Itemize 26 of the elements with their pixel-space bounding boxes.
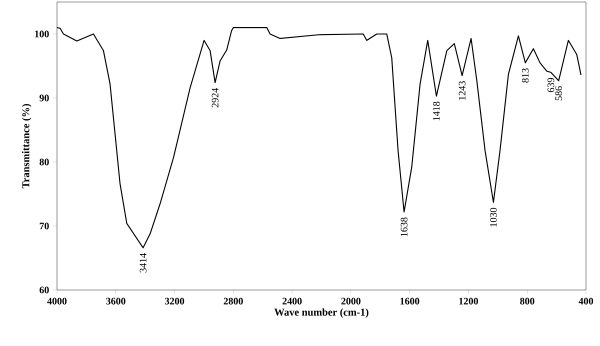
- x-tick-label: 3600: [106, 298, 126, 304]
- y-tick-label: 90: [40, 94, 49, 102]
- annotation: 586: [555, 86, 562, 100]
- x-tick-label: 2000: [341, 298, 360, 304]
- annotation: 1243: [458, 81, 466, 100]
- annotation: 813: [522, 68, 529, 83]
- x-tick-label: 2400: [282, 298, 302, 304]
- y-tick-label: 80: [40, 158, 49, 166]
- x-tick-label: 3200: [164, 298, 184, 304]
- x-tick-label: 1600: [400, 298, 420, 304]
- annotation: 3414: [140, 253, 146, 272]
- annotation: 1638: [400, 217, 408, 236]
- annotation: 639: [548, 78, 554, 92]
- x-tick-label: 2800: [224, 298, 243, 304]
- annotation: 2924: [212, 88, 218, 108]
- x-axis-title: Wave number (cm-1): [274, 308, 368, 318]
- x-tick-label: 4000: [47, 298, 67, 304]
- x-tick-label: 800: [520, 298, 534, 304]
- y-tick-label: 60: [40, 286, 49, 294]
- y-tick-label: 100: [35, 30, 49, 38]
- x-tick-label: 1200: [459, 298, 478, 304]
- y-tick-label: 70: [40, 222, 49, 230]
- x-tick-label: 400: [578, 298, 594, 304]
- y-axis-title: Transmittance (%): [22, 104, 32, 188]
- annotation: 1030: [490, 208, 497, 227]
- annotation: 1418: [433, 102, 440, 120]
